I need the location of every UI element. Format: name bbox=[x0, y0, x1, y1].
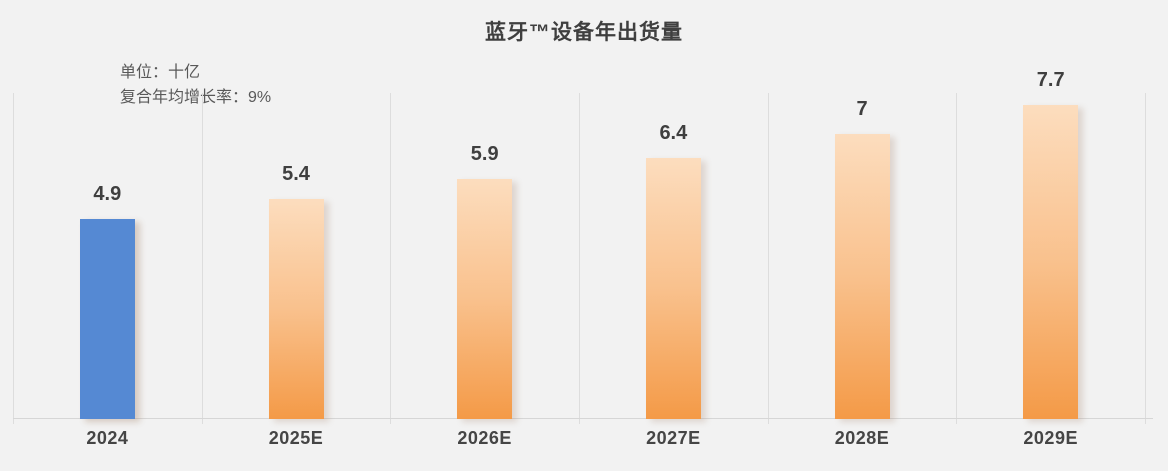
bar-column-2024: 4.9 bbox=[13, 93, 202, 419]
bar-2024: 4.9 bbox=[79, 183, 135, 419]
bar-2027e: 6.4 bbox=[645, 122, 701, 419]
gridline bbox=[1145, 93, 1146, 424]
bar-value-label: 5.4 bbox=[282, 162, 310, 185]
bar-2025e: 5.4 bbox=[268, 163, 324, 419]
bar-2028e: 7 bbox=[834, 98, 890, 419]
x-label-2029e: 2029E bbox=[1023, 428, 1078, 448]
bar-value-label: 4.9 bbox=[93, 183, 122, 206]
bar-value-label: 7 bbox=[856, 97, 868, 120]
chart-subtitle: 单位：十亿 复合年均增长率：9% bbox=[120, 60, 271, 110]
gridline bbox=[767, 93, 769, 424]
gridline bbox=[390, 93, 392, 424]
bar-value-label: 6.4 bbox=[659, 122, 688, 145]
x-axis-line bbox=[13, 418, 1153, 419]
chart-title: 蓝牙™设备年出货量 bbox=[485, 21, 683, 44]
x-label-2025e: 2025E bbox=[268, 428, 324, 448]
bar-column-2027e: 6.4 bbox=[579, 93, 768, 419]
chart-subtitle-unit: 单位：十亿 bbox=[120, 64, 201, 81]
x-label-2026e: 2026E bbox=[457, 428, 512, 448]
x-axis-labels: 2024 2025E 2026E 2027E 2028E 2029E bbox=[13, 428, 1145, 449]
x-label-2024: 2024 bbox=[86, 428, 129, 448]
bar-column-2029e: 7.7 bbox=[956, 69, 1145, 419]
bar-column-2025e: 5.4 bbox=[202, 93, 391, 419]
bar-value-label: 5.9 bbox=[470, 142, 499, 165]
gridline bbox=[201, 93, 203, 424]
gridline bbox=[13, 93, 14, 424]
chart-subtitle-cagr: 复合年均增长率：9% bbox=[120, 89, 272, 106]
bar-column-2026e: 5.9 bbox=[390, 93, 579, 419]
bar-2029e: 7.7 bbox=[1023, 69, 1079, 419]
plot-area: 4.9 5.4 5.9 6.4 7 bbox=[13, 69, 1153, 424]
gridline bbox=[579, 93, 580, 424]
bar-2026e: 5.9 bbox=[457, 143, 513, 419]
x-label-2027e: 2027E bbox=[646, 428, 701, 448]
bar-value-label: 7.7 bbox=[1036, 69, 1065, 92]
x-label-2028e: 2028E bbox=[834, 428, 890, 448]
gridline bbox=[956, 93, 958, 424]
bar-series: 4.9 5.4 5.9 6.4 7 bbox=[13, 69, 1145, 419]
bar-column-2028e: 7 bbox=[768, 93, 957, 419]
